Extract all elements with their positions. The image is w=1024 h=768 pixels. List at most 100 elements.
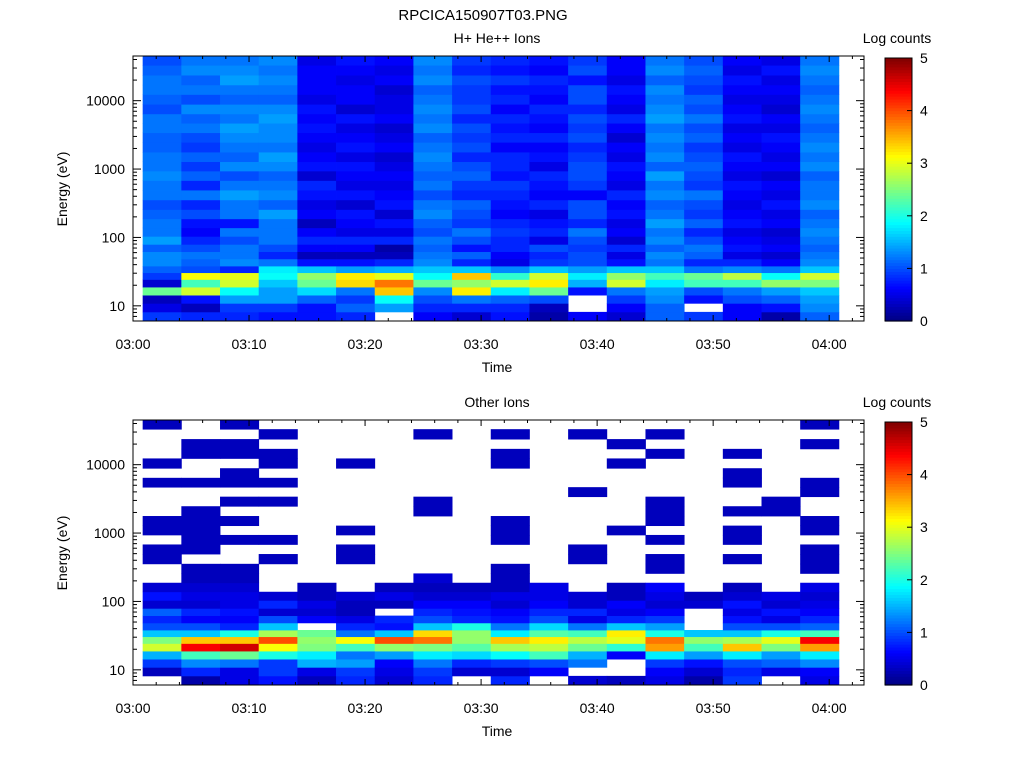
heatmap-cell [529, 236, 569, 245]
heatmap-cell [722, 643, 762, 652]
heatmap-cell [800, 651, 840, 660]
colorbar-swatch [885, 620, 912, 625]
heatmap-cell [761, 132, 801, 143]
heatmap-cell [606, 458, 646, 469]
heatmap-cell [645, 563, 685, 574]
heatmap-cell [142, 56, 182, 66]
heatmap-cell [490, 244, 530, 253]
heatmap-cell [374, 287, 414, 296]
heatmap-cell [374, 272, 414, 280]
colorbar-swatch [885, 614, 912, 619]
heatmap-cell [645, 209, 685, 220]
heatmap-cell [142, 458, 182, 469]
heatmap-cell [800, 439, 840, 450]
heatmap-cell [374, 295, 414, 304]
heatmap-cell [297, 209, 337, 220]
heatmap-cell [490, 295, 530, 304]
heatmap-cell [568, 429, 608, 440]
heatmap-cell [800, 84, 840, 95]
heatmap-cell [645, 190, 685, 201]
colorbar-tick-label: 2 [920, 572, 928, 588]
heatmap-cell [606, 600, 646, 609]
heatmap-cell [568, 251, 608, 260]
heatmap-cell [297, 615, 337, 624]
heatmap-cell [413, 190, 453, 201]
heatmap-cell [181, 258, 221, 267]
heatmap-cell [568, 180, 608, 191]
heatmap-cell [297, 123, 337, 134]
heatmap-cell [800, 209, 840, 220]
colorbar-swatch [885, 538, 912, 543]
heatmap-cell [413, 615, 453, 624]
heatmap-cell [142, 142, 182, 153]
heatmap-cell [258, 199, 298, 210]
heatmap-cell [181, 651, 221, 660]
heatmap-cell [181, 448, 221, 459]
heatmap-cell [761, 113, 801, 124]
heatmap-cell [529, 227, 569, 237]
heatmap-cell [181, 591, 221, 601]
heatmap-cell [258, 123, 298, 134]
heatmap-cell [258, 477, 298, 488]
heatmap-cell [645, 659, 685, 668]
heatmap-cell [181, 75, 221, 86]
heatmap-cell [452, 272, 492, 280]
heatmap-cell [568, 487, 608, 498]
heatmap-cell [684, 84, 724, 95]
heatmap-cell [181, 161, 221, 172]
heatmap-cell [181, 295, 221, 304]
heatmap-cell [800, 75, 840, 86]
heatmap-cell [258, 244, 298, 253]
colorbar-swatch [885, 242, 912, 246]
heatmap-cell [684, 132, 724, 143]
colorbar-swatch [885, 139, 912, 144]
heatmap-cell [220, 516, 260, 527]
heatmap-cell [684, 287, 724, 296]
heatmap-cell [606, 582, 646, 593]
colorbar-swatch [885, 623, 912, 628]
heatmap-cell [684, 266, 724, 274]
heatmap-cell [490, 218, 530, 229]
colorbar-swatch [885, 457, 912, 461]
colorbar-swatch [885, 682, 912, 686]
heatmap-cell [142, 272, 182, 280]
y-tick-label: 100 [102, 229, 126, 245]
heatmap-cell [606, 244, 646, 253]
heatmap-cell [568, 600, 608, 609]
heatmap-cell [645, 142, 685, 153]
heatmap-cell [606, 94, 646, 105]
heatmap-cell [800, 420, 840, 430]
heatmap-cell [452, 287, 492, 296]
heatmap-cell [761, 600, 801, 609]
colorbar-swatch [885, 283, 912, 287]
heatmap-cell [761, 152, 801, 163]
heatmap-cell [800, 227, 840, 237]
heatmap-cell [181, 636, 221, 644]
heatmap-cell [606, 287, 646, 296]
x-axis-label: Time [482, 723, 513, 739]
heatmap-cell [297, 113, 337, 124]
heatmap-cell [606, 218, 646, 229]
heatmap-cell [374, 132, 414, 143]
heatmap-cell [220, 209, 260, 220]
heatmap-cell [490, 534, 530, 545]
heatmap-cell [452, 236, 492, 245]
heatmap-cell [490, 56, 530, 66]
colorbar-swatch [885, 541, 912, 546]
heatmap-cell [181, 630, 221, 638]
heatmap-cell [568, 659, 608, 668]
heatmap-cell [258, 643, 298, 652]
heatmap-cell [645, 258, 685, 267]
colorbar-tick-label: 5 [920, 50, 928, 66]
heatmap-cell [606, 675, 646, 686]
heatmap-cell [297, 295, 337, 304]
heatmap-cell [374, 622, 414, 631]
heatmap-cell [297, 180, 337, 191]
heatmap-cell [800, 675, 840, 686]
colorbar-swatch [885, 483, 912, 487]
colorbar-frame [884, 57, 913, 322]
y-tick-label: 10000 [86, 457, 125, 473]
heatmap-cell [684, 65, 724, 76]
colorbar-swatch [885, 422, 912, 426]
heatmap-cell [142, 630, 182, 638]
